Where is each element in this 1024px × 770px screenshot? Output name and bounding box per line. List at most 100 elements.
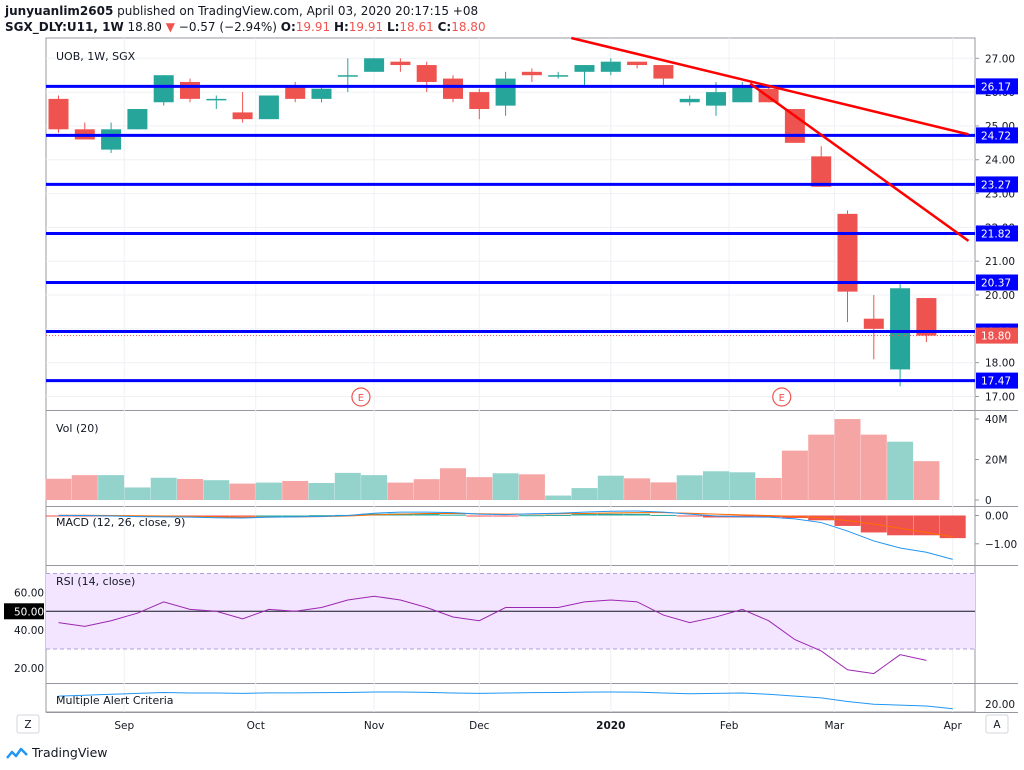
chart-header: junyuanlim2605 published on TradingView.… bbox=[5, 3, 486, 35]
volume-bar bbox=[571, 488, 598, 500]
rsi-tick-label: 40.00 bbox=[14, 625, 44, 637]
zoom-button[interactable]: Z bbox=[16, 714, 40, 734]
volume-bar bbox=[98, 475, 125, 500]
open-value: 19.91 bbox=[295, 20, 331, 34]
volume-bar bbox=[597, 475, 624, 500]
price-tick-label: 18.00 bbox=[985, 358, 1015, 370]
earnings-marker bbox=[351, 387, 371, 407]
candle-body bbox=[548, 75, 569, 77]
rsi-legend: RSI (14, close) bbox=[56, 575, 135, 588]
rsi-midline-tag bbox=[4, 603, 44, 620]
macd-histogram-bar bbox=[597, 513, 624, 516]
volume-bar bbox=[466, 477, 493, 500]
volume-bar bbox=[834, 419, 861, 500]
time-axis-label: Oct bbox=[247, 720, 265, 732]
candle-body bbox=[784, 109, 805, 143]
candle-body bbox=[521, 71, 542, 76]
volume-bar bbox=[361, 475, 388, 500]
brand-name: TradingView bbox=[32, 745, 108, 760]
volume-bar bbox=[860, 434, 887, 500]
alert-criteria-tick-label: 20.00 bbox=[985, 699, 1015, 711]
candle-body bbox=[206, 98, 227, 101]
candle-body bbox=[232, 112, 253, 120]
macd-histogram-bar bbox=[413, 514, 440, 516]
time-axis-label: 2020 bbox=[596, 720, 625, 732]
volume-bar bbox=[45, 478, 72, 500]
volume-bar bbox=[545, 495, 572, 500]
rsi-line bbox=[58, 595, 927, 675]
candle-body bbox=[706, 92, 726, 106]
macd-histogram-bar bbox=[571, 514, 598, 516]
macd-histogram-bar bbox=[466, 515, 493, 517]
candle-body bbox=[48, 98, 69, 130]
volume-bar bbox=[781, 450, 808, 500]
earnings-marker-label: E bbox=[779, 393, 785, 404]
volume-bar bbox=[624, 478, 651, 500]
volume-tick-label: 0 bbox=[985, 495, 992, 507]
volume-bar bbox=[282, 480, 309, 500]
author-name[interactable]: junyuanlim2605 bbox=[5, 4, 114, 18]
last-price-tag bbox=[976, 327, 1018, 344]
low-label: L: bbox=[386, 20, 400, 34]
level-price-tag bbox=[976, 127, 1018, 144]
time-axis-label: Sep bbox=[114, 720, 134, 732]
candle-body bbox=[416, 65, 437, 82]
volume-bar bbox=[203, 480, 230, 500]
candle-body bbox=[863, 318, 884, 329]
volume-bar bbox=[413, 479, 440, 500]
candle-body bbox=[153, 75, 174, 103]
level-price-tag bbox=[976, 78, 1018, 95]
alert-criteria-line bbox=[58, 691, 953, 710]
published-text: published on TradingView.com, April 03, … bbox=[117, 4, 479, 18]
time-axis-label: Nov bbox=[364, 720, 385, 732]
candle-body bbox=[916, 298, 937, 336]
volume-bar bbox=[650, 482, 677, 500]
candle-body bbox=[469, 92, 490, 110]
price-tick-label: 20.00 bbox=[985, 290, 1015, 302]
price-change: −0.57 (−2.94%) bbox=[178, 20, 277, 34]
time-axis-label: Feb bbox=[720, 720, 739, 732]
candle-body bbox=[811, 156, 832, 187]
volume-tick-label: 20M bbox=[985, 455, 1007, 467]
volume-bar bbox=[387, 482, 414, 500]
trendline bbox=[749, 82, 970, 242]
open-label: O: bbox=[280, 20, 296, 34]
volume-bar bbox=[440, 468, 466, 500]
high-label: H: bbox=[333, 20, 349, 34]
header-line-1: junyuanlim2605 published on TradingView.… bbox=[5, 3, 486, 19]
volume-bar bbox=[124, 487, 151, 500]
earnings-marker bbox=[772, 387, 792, 407]
price-tick-label: 17.00 bbox=[985, 391, 1015, 403]
auto-scale-button[interactable]: A bbox=[985, 714, 1009, 734]
level-price-label: 23.27 bbox=[981, 179, 1011, 191]
alert-criteria-legend: Multiple Alert Criteria bbox=[56, 694, 174, 707]
macd-legend: MACD (12, 26, close, 9) bbox=[56, 516, 185, 529]
candle-body bbox=[837, 213, 858, 292]
candle-body bbox=[127, 109, 148, 130]
last-price: 18.80 bbox=[127, 20, 162, 34]
volume-bar bbox=[229, 483, 256, 500]
candle-body bbox=[258, 95, 279, 120]
level-price-tag bbox=[976, 176, 1018, 193]
macd-histogram-bar bbox=[203, 515, 230, 517]
volume-bar bbox=[676, 475, 703, 500]
macd-histogram-bar bbox=[676, 515, 703, 517]
candle-body bbox=[627, 61, 648, 66]
symbol-label: SGX_DLY:U11, 1W bbox=[5, 20, 124, 34]
candle-body bbox=[101, 129, 122, 150]
candle-body bbox=[600, 61, 621, 72]
volume-bar bbox=[308, 483, 335, 500]
level-price-tag bbox=[976, 225, 1018, 242]
header-line-2: SGX_DLY:U11, 1W 18.80 ▼ −0.57 (−2.94%) O… bbox=[5, 19, 486, 35]
price-tick-label: 27.00 bbox=[985, 53, 1015, 65]
level-price-label: 21.82 bbox=[981, 228, 1011, 240]
tradingview-logo[interactable]: TradingView bbox=[6, 745, 108, 760]
candle-body bbox=[311, 88, 332, 99]
macd-histogram-bar bbox=[624, 513, 651, 516]
price-tick-label: 21.00 bbox=[985, 256, 1015, 268]
macd-histogram-bar bbox=[282, 515, 309, 517]
candle-body bbox=[390, 61, 411, 66]
rsi-midline-label: 50.00 bbox=[14, 606, 44, 618]
close-value: 18.80 bbox=[451, 20, 486, 34]
